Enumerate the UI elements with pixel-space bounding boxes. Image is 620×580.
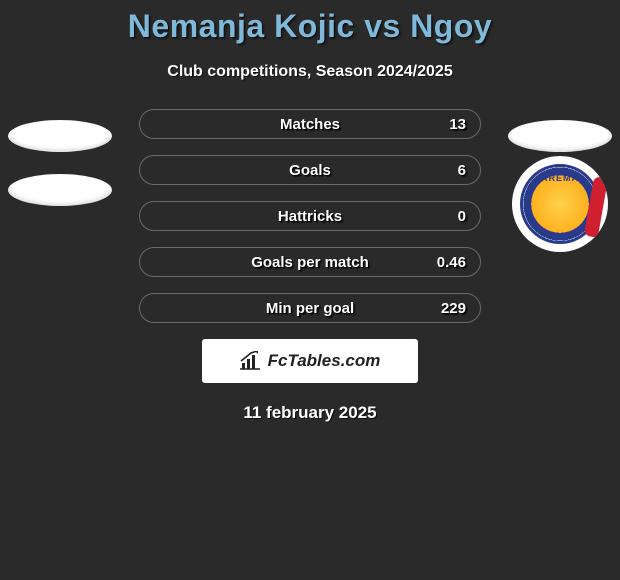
brand-text: FcTables.com [268,351,381,371]
stat-label: Goals [289,162,331,179]
stat-value-right: 6 [458,162,466,179]
stat-label: Hattricks [278,208,342,225]
stats-table: Matches 13 Goals 6 Hattricks 0 Goals per… [139,109,481,323]
comparison-title: Nemanja Kojic vs Ngoy [0,0,620,45]
left-player-avatar-placeholder [8,120,112,152]
stat-value-right: 13 [449,116,466,133]
brand-logo[interactable]: FcTables.com [202,339,418,383]
left-player-club-placeholder [8,174,112,206]
club-badge-icon: AREMA [520,164,600,244]
bar-chart-icon [240,351,262,371]
left-player-column [8,120,112,206]
stat-row-goals-per-match: Goals per match 0.46 [139,247,481,277]
right-player-club-badge: AREMA [512,156,608,252]
right-player-column: AREMA [508,120,612,252]
stat-value-right: 229 [441,300,466,317]
stat-row-matches: Matches 13 [139,109,481,139]
stat-row-min-per-goal: Min per goal 229 [139,293,481,323]
club-badge-label: AREMA [541,173,579,183]
right-player-avatar-placeholder [508,120,612,152]
stat-value-right: 0 [458,208,466,225]
stat-label: Goals per match [251,254,369,271]
stat-value-right: 0.46 [437,254,466,271]
comparison-date: 11 february 2025 [0,403,620,423]
season-subtitle: Club competitions, Season 2024/2025 [0,63,620,81]
stat-label: Min per goal [266,300,354,317]
stat-row-goals: Goals 6 [139,155,481,185]
stat-row-hattricks: Hattricks 0 [139,201,481,231]
stat-label: Matches [280,116,340,133]
